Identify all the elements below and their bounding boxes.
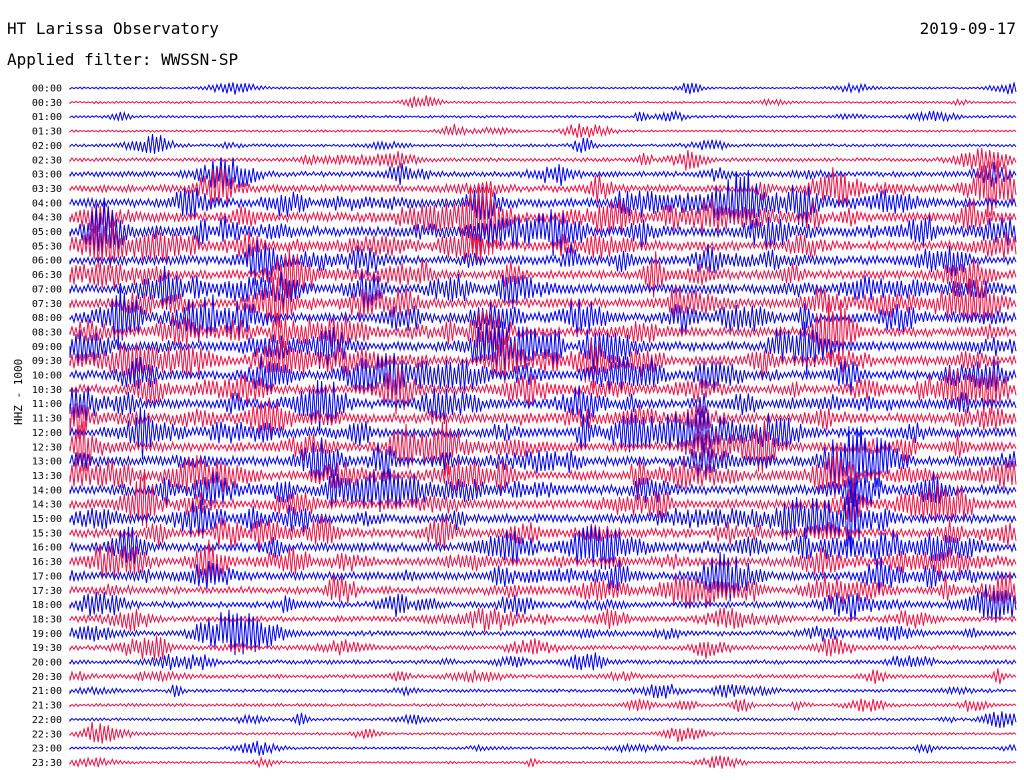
row-time-label: 22:30 [32, 729, 62, 740]
row-time-label: 06:30 [32, 270, 62, 281]
row-time-label: 16:30 [32, 557, 62, 568]
seismic-trace [69, 609, 1017, 656]
row-time-label: 19:30 [32, 643, 62, 654]
row-time-label: 08:00 [32, 313, 62, 324]
seismic-trace [69, 170, 1017, 230]
row-time-label: 14:30 [32, 500, 62, 511]
seismic-trace [69, 197, 1017, 257]
seismic-trace [69, 721, 1017, 744]
row-time-label: 23:30 [32, 758, 62, 769]
row-time-label: 06:00 [32, 256, 62, 267]
seismic-trace [69, 683, 1017, 699]
row-time-label: 21:30 [32, 701, 62, 712]
record-date: 2019-09-17 [919, 19, 1016, 38]
row-time-label: 01:00 [32, 112, 62, 123]
seismic-trace [69, 515, 1017, 551]
seismic-trace [69, 635, 1017, 661]
seismic-trace [69, 551, 1017, 602]
observatory-title: HT Larissa Observatory [7, 19, 219, 38]
row-time-label: 02:30 [32, 155, 62, 166]
row-time-label: 17:00 [32, 571, 62, 582]
row-time-label: 09:30 [32, 356, 62, 367]
row-time-label: 12:00 [32, 428, 62, 439]
seismic-trace [69, 147, 1017, 173]
seismic-trace [69, 352, 1017, 403]
row-time-label: 02:00 [32, 141, 62, 152]
seismic-trace [69, 469, 1017, 529]
row-time-label: 22:00 [32, 715, 62, 726]
row-time-label: 01:30 [32, 127, 62, 138]
seismic-trace [69, 698, 1017, 713]
seismic-trace [69, 448, 1017, 499]
row-time-label: 03:00 [32, 170, 62, 181]
row-time-label: 13:30 [32, 471, 62, 482]
row-time-label: 15:00 [32, 514, 62, 525]
seismic-trace [69, 607, 1017, 633]
seismic-trace [69, 406, 1017, 460]
seismic-trace [69, 109, 1017, 123]
seismic-trace [69, 301, 1017, 366]
seismic-trace [69, 740, 1017, 756]
seismic-trace [69, 157, 1017, 191]
row-time-label: 20:00 [32, 658, 62, 669]
seismic-trace [69, 134, 1017, 154]
seismic-trace [69, 365, 1017, 416]
seismic-trace [69, 571, 1017, 609]
row-time-label: 14:00 [32, 485, 62, 496]
seismic-trace [69, 222, 1017, 269]
seismic-trace [69, 287, 1017, 347]
row-time-label: 10:30 [32, 385, 62, 396]
row-time-label: 07:00 [32, 284, 62, 295]
row-time-label: 23:00 [32, 744, 62, 755]
row-time-label: 20:30 [32, 672, 62, 683]
row-time-label: 00:30 [32, 98, 62, 109]
row-time-label: 12:30 [32, 442, 62, 453]
row-time-label: 18:00 [32, 600, 62, 611]
row-time-label: 07:30 [32, 299, 62, 310]
seismic-trace [69, 398, 1017, 439]
seismic-trace [69, 468, 1017, 513]
seismic-trace [69, 181, 1017, 265]
row-time-label: 18:30 [32, 614, 62, 625]
row-time-label: 17:30 [32, 586, 62, 597]
row-time-label: 00:00 [32, 84, 62, 95]
row-time-label: 10:00 [32, 371, 62, 382]
seismic-trace [69, 160, 1017, 218]
row-time-label: 13:00 [32, 457, 62, 468]
seismic-trace [69, 668, 1017, 684]
seismic-trace [69, 525, 1017, 570]
seismic-trace [69, 492, 1017, 551]
seismic-trace [69, 239, 1017, 286]
row-time-label: 04:30 [32, 213, 62, 224]
row-time-label: 05:30 [32, 241, 62, 252]
seismic-trace [69, 123, 1017, 138]
row-time-label: 19:00 [32, 629, 62, 640]
row-time-label: 11:00 [32, 399, 62, 410]
row-time-label: 03:30 [32, 184, 62, 195]
row-time-label: 11:30 [32, 414, 62, 425]
row-time-label: 08:30 [32, 327, 62, 338]
row-time-label: 09:00 [32, 342, 62, 353]
seismic-trace [69, 95, 1017, 109]
seismic-trace [69, 539, 1017, 582]
seismic-trace [69, 337, 1017, 389]
row-time-label: 05:00 [32, 227, 62, 238]
seismic-trace [69, 81, 1017, 95]
applied-filter: Applied filter: WWSSN-SP [7, 50, 239, 69]
seismic-trace [69, 265, 1017, 310]
row-time-label: 15:30 [32, 528, 62, 539]
seismic-trace [69, 248, 1017, 298]
seismic-trace [69, 276, 1017, 328]
row-time-label: 21:00 [32, 686, 62, 697]
seismic-trace [69, 711, 1017, 728]
seismic-trace [69, 321, 1017, 375]
row-time-label: 04:00 [32, 198, 62, 209]
seismic-trace [69, 584, 1017, 623]
seismic-trace [69, 755, 1017, 770]
seismic-trace [69, 652, 1017, 671]
seismic-trace [69, 380, 1017, 431]
row-time-label: 16:00 [32, 543, 62, 554]
seismic-trace [69, 426, 1017, 498]
